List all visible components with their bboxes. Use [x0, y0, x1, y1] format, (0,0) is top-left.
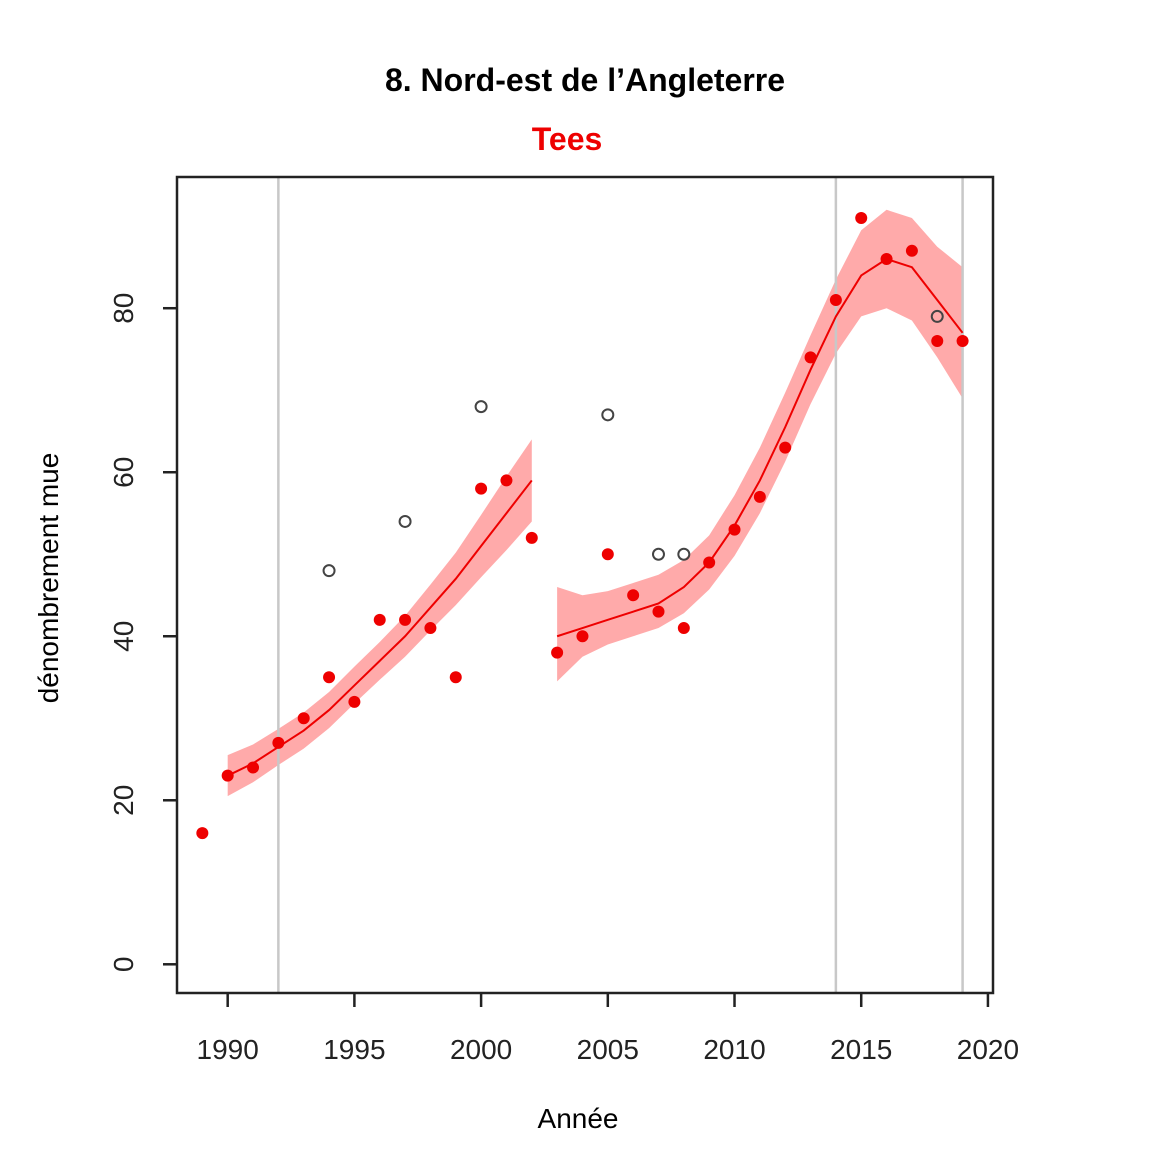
- data-point-1999: [449, 671, 462, 684]
- y-axis-label: dénombrement mue: [33, 453, 64, 704]
- data-point-2005: [601, 548, 614, 561]
- excluded-point-2008: [677, 547, 691, 561]
- data-point-2012: [779, 441, 792, 454]
- data-point-2000: [475, 482, 488, 495]
- data-point-2014: [829, 294, 842, 307]
- x-tick-label-2005: 2005: [577, 1034, 639, 1065]
- data-point-2015: [855, 212, 868, 225]
- data-point-2006: [627, 589, 640, 602]
- excluded-point-2018: [930, 309, 944, 323]
- data-point-1997: [399, 613, 412, 626]
- data-point-1991: [247, 761, 260, 774]
- y-tick-label-60: 60: [108, 457, 139, 488]
- data-point-1995: [348, 695, 361, 708]
- plot-area: 1990 1995 2000 2005 2010 2015 2020 0 20 40 60 80: [108, 175, 1019, 1065]
- chart-title: 8. Nord-est de l’Angleterre: [385, 62, 785, 98]
- trend-line-2: [556, 257, 964, 638]
- x-tick-label-2010: 2010: [703, 1034, 765, 1065]
- data-point-1994: [323, 671, 336, 684]
- data-point-2007: [652, 605, 665, 618]
- x-tick-label-2020: 2020: [957, 1034, 1019, 1065]
- data-point-1990: [221, 769, 234, 782]
- plot-frame: [175, 175, 995, 995]
- data-point-2013: [804, 351, 817, 364]
- excluded-point-1994: [322, 564, 336, 578]
- data-point-1993: [297, 712, 310, 725]
- data-point-2019: [956, 335, 969, 348]
- data-point-2004: [576, 630, 589, 643]
- x-axis-label: Année: [538, 1103, 619, 1134]
- data-point-2003: [551, 646, 564, 659]
- y-tick-label-40: 40: [108, 621, 139, 652]
- data-point-2001: [500, 474, 513, 487]
- excluded-point-2005: [601, 408, 615, 422]
- data-point-2011: [753, 490, 766, 503]
- data-point-2009: [703, 556, 716, 569]
- x-tick-label-2015: 2015: [830, 1034, 892, 1065]
- data-point-1996: [373, 613, 386, 626]
- y-tick-label-80: 80: [108, 293, 139, 324]
- data-point-1989: [196, 827, 209, 840]
- data-point-1992: [272, 736, 285, 749]
- excluded-point-1997: [398, 514, 412, 528]
- excluded-point-2000: [474, 400, 488, 414]
- data-point-2017: [905, 244, 918, 257]
- x-tick-label-1990: 1990: [197, 1034, 259, 1065]
- x-tick-label-1995: 1995: [323, 1034, 385, 1065]
- chart-subtitle: Tees: [532, 121, 603, 157]
- data-point-2002: [525, 531, 538, 544]
- data-point-2018: [931, 335, 944, 348]
- y-tick-label-20: 20: [108, 785, 139, 816]
- data-point-1998: [424, 622, 437, 635]
- x-tick-label-2000: 2000: [450, 1034, 512, 1065]
- excluded-point-2007: [651, 547, 665, 561]
- confidence-band-2: [557, 209, 963, 682]
- data-point-2010: [728, 523, 741, 536]
- data-point-2008: [677, 622, 690, 635]
- data-point-2016: [880, 253, 893, 266]
- y-tick-label-0: 0: [108, 957, 139, 973]
